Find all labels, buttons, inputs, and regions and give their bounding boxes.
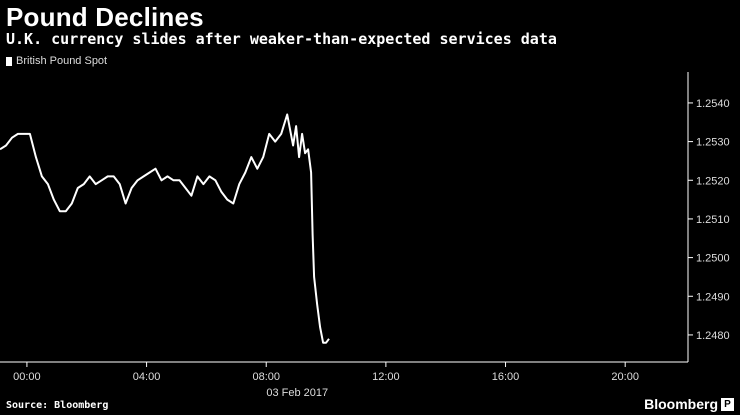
x-tick-label: 12:00 — [372, 371, 400, 383]
brand-logo-text: Bloomberg — [644, 396, 718, 412]
legend-label: British Pound Spot — [16, 55, 108, 67]
y-tick-label: 1.2540 — [696, 98, 730, 110]
y-tick-label: 1.2510 — [696, 214, 730, 226]
x-tick-label: 00:00 — [13, 371, 41, 383]
y-tick-label: 1.2490 — [696, 291, 730, 303]
y-tick-label: 1.2500 — [696, 253, 730, 265]
x-axis-label: 03 Feb 2017 — [266, 387, 328, 399]
x-tick-label: 04:00 — [133, 371, 161, 383]
x-tick-label: 16:00 — [492, 371, 520, 383]
brand-badge-icon: P — [721, 398, 734, 411]
x-tick-label: 08:00 — [252, 371, 280, 383]
legend-swatch — [6, 56, 12, 66]
x-tick-label: 20:00 — [611, 371, 639, 383]
y-tick-label: 1.2520 — [696, 175, 730, 187]
chart-subtitle: U.K. currency slides after weaker-than-e… — [6, 30, 557, 48]
y-tick-label: 1.2530 — [696, 137, 730, 149]
y-tick-label: 1.2480 — [696, 330, 730, 342]
chart-title: Pound Declines — [6, 2, 204, 32]
legend: British Pound Spot — [6, 55, 107, 67]
series-line-british-pound-spot — [0, 113, 330, 344]
source-note: Source: Bloomberg — [6, 400, 109, 411]
